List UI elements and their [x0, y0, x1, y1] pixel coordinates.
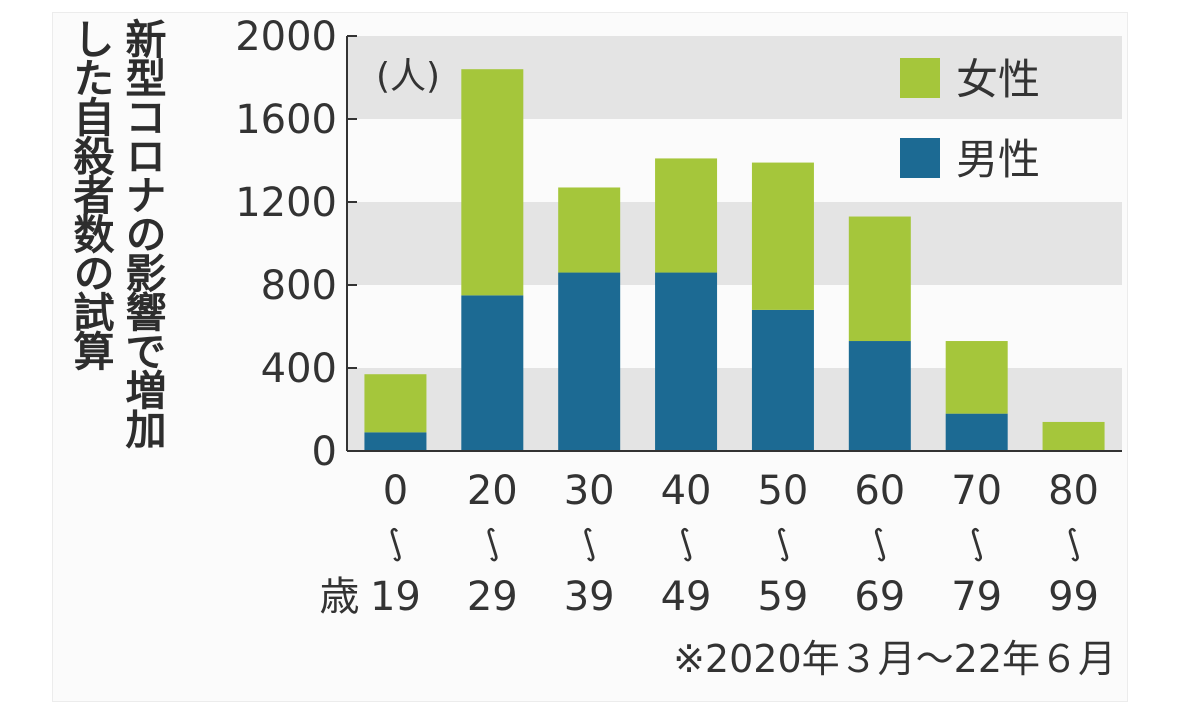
x-tick-label-end: 29: [467, 574, 518, 620]
legend-swatch-男性: [900, 138, 940, 178]
bar-女性-4: [751, 162, 814, 310]
x-tick-label-end: 79: [951, 574, 1002, 620]
bars: [364, 69, 1105, 451]
x-tick-label-end: 59: [757, 574, 808, 620]
bar-女性-7: [1042, 421, 1105, 451]
x-tick-range-mark: ∫: [380, 521, 410, 565]
x-tick-label-end: 39: [564, 574, 615, 620]
y-tick-label: 1200: [235, 180, 337, 226]
x-tick-range-mark: ∫: [864, 521, 894, 565]
x-tick-label-start: 0: [383, 468, 408, 514]
bar-男性-2: [558, 272, 621, 451]
x-tick-labels: 0 ∫ 19 20 ∫ 29 30 ∫ 39 40 ∫ 49 50 ∫ 59 60 ∫ 69 70 ∫ 79 80 ∫ 99 歳: [319, 468, 1099, 620]
y-tick-label: 2000: [235, 14, 337, 60]
chart-title-line-2: した自殺者数の試算: [66, 18, 114, 369]
bar-女性-3: [655, 158, 718, 273]
x-tick-range-mark: ∫: [574, 521, 604, 565]
age-unit-label: 歳: [319, 574, 359, 620]
x-tick-label-end: 49: [661, 574, 712, 620]
legend-label-女性: 女性: [956, 55, 1040, 104]
x-tick-label-start: 80: [1048, 468, 1099, 514]
bar-男性-1: [461, 295, 524, 451]
x-tick-range-mark: ∫: [961, 521, 991, 565]
bar-女性-2: [558, 187, 621, 273]
x-tick-label-end: 99: [1048, 574, 1099, 620]
x-tick-label-start: 60: [854, 468, 905, 514]
y-axis: [346, 35, 1122, 452]
chart-title-line-1: 新型コロナの影響で増加: [118, 18, 166, 447]
x-tick-label-start: 50: [757, 468, 808, 514]
x-tick-label-start: 70: [951, 468, 1002, 514]
bar-男性-4: [751, 309, 814, 451]
x-tick-label-start: 30: [564, 468, 615, 514]
bar-男性-5: [848, 341, 911, 451]
x-tick-range-mark: ∫: [1058, 521, 1088, 565]
x-tick-label-end: 69: [854, 574, 905, 620]
x-tick-label-start: 40: [661, 468, 712, 514]
period-note: ※2020年３月〜22年６月: [673, 637, 1116, 681]
y-tick-labels: 0 400 800 1200 1600 2000: [235, 14, 337, 475]
y-tick-label: 400: [261, 346, 337, 392]
x-tick-range-mark: ∫: [767, 521, 797, 565]
legend-label-男性: 男性: [956, 135, 1040, 184]
bar-男性-6: [945, 413, 1008, 451]
y-tick-label: 800: [261, 263, 337, 309]
bar-女性-1: [461, 69, 524, 296]
bar-男性-0: [364, 432, 427, 451]
bar-男性-3: [655, 272, 718, 451]
bar-女性-5: [848, 216, 911, 342]
x-tick-label-start: 20: [467, 468, 518, 514]
legend-swatch-女性: [900, 58, 940, 98]
bar-女性-6: [945, 341, 1008, 414]
y-tick-label: 1600: [235, 97, 337, 143]
bar-女性-0: [364, 374, 427, 433]
x-tick-range-mark: ∫: [671, 521, 701, 565]
x-tick-range-mark: ∫: [477, 521, 507, 565]
unit-label: (人): [376, 56, 440, 97]
x-tick-label-end: 19: [370, 574, 421, 620]
y-tick-label: 0: [312, 429, 337, 475]
